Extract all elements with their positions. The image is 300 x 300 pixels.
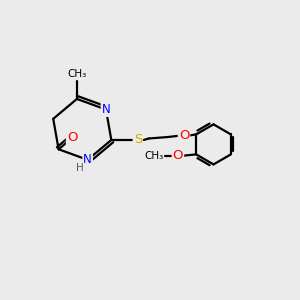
Text: N: N (102, 103, 110, 116)
Text: O: O (179, 129, 189, 142)
Text: N: N (83, 153, 92, 166)
Text: O: O (173, 149, 183, 162)
Text: H: H (76, 163, 83, 173)
Text: CH₃: CH₃ (67, 69, 86, 79)
Text: CH₃: CH₃ (144, 151, 164, 161)
Text: S: S (134, 134, 142, 146)
Text: O: O (67, 131, 77, 144)
